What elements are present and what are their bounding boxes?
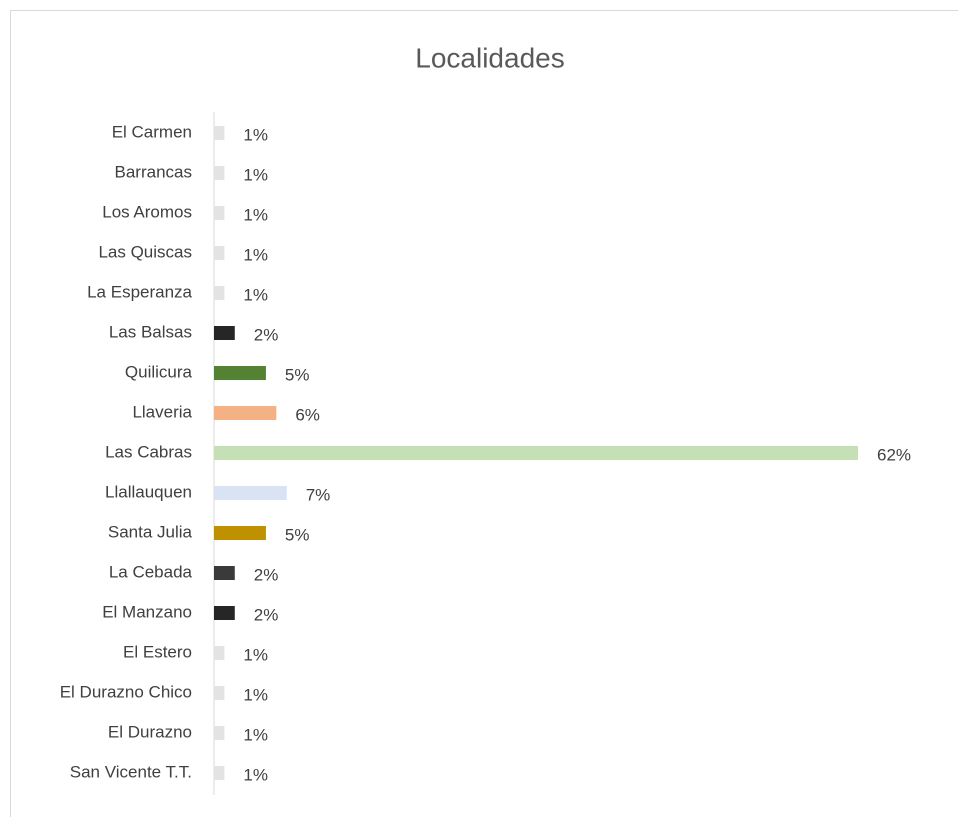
- data-label: 1%: [243, 725, 268, 744]
- category-label: Llaveria: [132, 402, 192, 421]
- category-label: Los Aromos: [102, 202, 192, 221]
- data-label: 6%: [295, 405, 320, 424]
- data-label: 1%: [243, 245, 268, 264]
- category-label: Llallauquen: [105, 482, 192, 501]
- data-label: 62%: [877, 445, 911, 464]
- data-label: 1%: [243, 205, 268, 224]
- bar: [214, 606, 235, 620]
- bar: [214, 206, 225, 220]
- bar: [214, 646, 225, 660]
- data-label: 5%: [285, 525, 310, 544]
- category-label: El Carmen: [112, 122, 192, 141]
- category-label: El Durazno: [108, 722, 192, 741]
- bar: [214, 166, 225, 180]
- data-label: 1%: [243, 125, 268, 144]
- category-label: Las Quiscas: [98, 242, 192, 261]
- category-label: Las Balsas: [109, 322, 192, 341]
- category-label: La Cebada: [109, 562, 193, 581]
- bar: [214, 526, 266, 540]
- bar: [214, 126, 225, 140]
- bar: [214, 566, 235, 580]
- data-label: 1%: [243, 765, 268, 784]
- data-label: 2%: [254, 325, 279, 344]
- bar: [214, 726, 225, 740]
- data-label: 5%: [285, 365, 310, 384]
- bar: [214, 366, 266, 380]
- category-label: El Estero: [123, 642, 192, 661]
- data-label: 7%: [306, 485, 331, 504]
- category-label: Barrancas: [115, 162, 192, 181]
- data-label: 1%: [243, 285, 268, 304]
- chart-title: Localidades: [415, 42, 564, 73]
- category-label: La Esperanza: [87, 282, 192, 301]
- category-label: Santa Julia: [108, 522, 193, 541]
- category-label: El Durazno Chico: [60, 682, 192, 701]
- category-label: Quilicura: [125, 362, 193, 381]
- data-label: 1%: [243, 685, 268, 704]
- data-label: 2%: [254, 565, 279, 584]
- data-label: 1%: [243, 165, 268, 184]
- bar: [214, 326, 235, 340]
- chart-border: [10, 10, 958, 817]
- bar: [214, 246, 225, 260]
- bar: [214, 686, 225, 700]
- bar: [214, 446, 858, 460]
- bar: [214, 486, 287, 500]
- bar: [214, 766, 225, 780]
- data-label: 2%: [254, 605, 279, 624]
- data-label: 1%: [243, 645, 268, 664]
- category-label: San Vicente T.T.: [70, 762, 192, 781]
- bar: [214, 406, 277, 420]
- category-label: Las Cabras: [105, 442, 192, 461]
- bar: [214, 286, 225, 300]
- category-label: El Manzano: [102, 602, 192, 621]
